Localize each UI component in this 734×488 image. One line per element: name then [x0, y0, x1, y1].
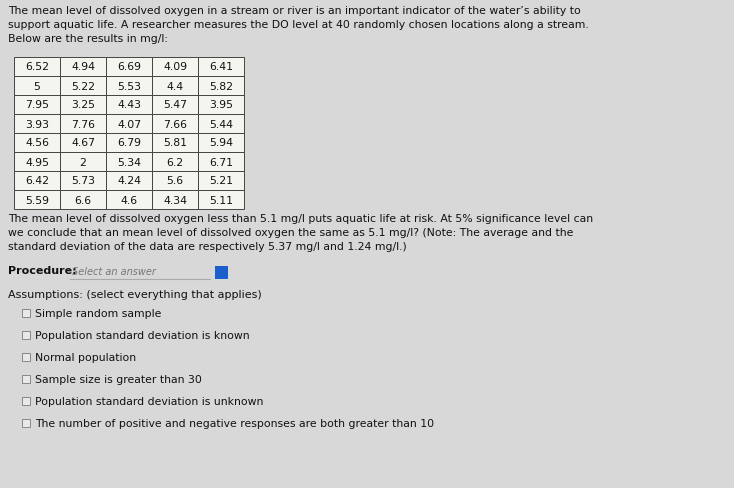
Bar — [22, 353, 30, 361]
Text: 7.76: 7.76 — [71, 119, 95, 129]
Text: 4.24: 4.24 — [117, 176, 141, 186]
Text: 4.95: 4.95 — [25, 157, 49, 167]
Bar — [152, 134, 198, 153]
Bar — [198, 172, 244, 191]
Text: 4.67: 4.67 — [71, 138, 95, 148]
Bar — [152, 96, 198, 115]
Bar — [106, 191, 152, 209]
Bar — [152, 58, 198, 77]
Bar — [198, 77, 244, 96]
Text: 5.81: 5.81 — [163, 138, 187, 148]
Text: 5.44: 5.44 — [209, 119, 233, 129]
Text: Sample size is greater than 30: Sample size is greater than 30 — [35, 374, 202, 384]
Text: 4.34: 4.34 — [163, 195, 187, 205]
Bar — [152, 191, 198, 209]
Bar — [22, 397, 30, 405]
Text: 4.6: 4.6 — [120, 195, 137, 205]
Text: 5.53: 5.53 — [117, 81, 141, 91]
Text: 5.73: 5.73 — [71, 176, 95, 186]
Text: 5.47: 5.47 — [163, 101, 187, 110]
Text: 4.07: 4.07 — [117, 119, 141, 129]
Text: 5.82: 5.82 — [209, 81, 233, 91]
Text: 5.21: 5.21 — [209, 176, 233, 186]
Text: The number of positive and negative responses are both greater than 10: The number of positive and negative resp… — [35, 418, 434, 428]
Bar — [60, 115, 106, 134]
Bar — [198, 191, 244, 209]
Bar — [106, 153, 152, 172]
Text: 4.43: 4.43 — [117, 101, 141, 110]
Text: 3.95: 3.95 — [209, 101, 233, 110]
Text: Assumptions: (select everything that applies): Assumptions: (select everything that app… — [8, 289, 262, 299]
Text: 5: 5 — [34, 81, 40, 91]
Bar — [60, 77, 106, 96]
Text: 5.22: 5.22 — [71, 81, 95, 91]
Text: Procedure:: Procedure: — [8, 265, 76, 275]
Text: 5.34: 5.34 — [117, 157, 141, 167]
Bar — [198, 134, 244, 153]
Bar — [14, 191, 60, 209]
Bar — [22, 309, 30, 317]
Text: The mean level of dissolved oxygen less than 5.1 mg/l puts aquatic life at risk.: The mean level of dissolved oxygen less … — [8, 214, 593, 251]
Bar — [14, 134, 60, 153]
Text: 3.25: 3.25 — [71, 101, 95, 110]
Bar — [106, 115, 152, 134]
Text: The mean level of dissolved oxygen in a stream or river is an important indicato: The mean level of dissolved oxygen in a … — [8, 6, 589, 44]
Text: 6.71: 6.71 — [209, 157, 233, 167]
Bar — [198, 115, 244, 134]
Bar — [106, 134, 152, 153]
Text: Population standard deviation is unknown: Population standard deviation is unknown — [35, 396, 264, 406]
Bar — [14, 96, 60, 115]
Bar — [152, 115, 198, 134]
Text: 5.59: 5.59 — [25, 195, 49, 205]
Bar — [106, 172, 152, 191]
Bar — [22, 331, 30, 339]
Text: 6.79: 6.79 — [117, 138, 141, 148]
Text: Normal population: Normal population — [35, 352, 136, 362]
Bar — [14, 172, 60, 191]
Bar — [198, 96, 244, 115]
Text: 4.09: 4.09 — [163, 62, 187, 72]
Bar — [60, 172, 106, 191]
Text: Select an answer: Select an answer — [72, 266, 156, 276]
Text: 4.4: 4.4 — [167, 81, 184, 91]
Text: 6.6: 6.6 — [74, 195, 92, 205]
Bar — [22, 419, 30, 427]
Bar — [60, 134, 106, 153]
Text: 7.66: 7.66 — [163, 119, 187, 129]
Bar — [14, 77, 60, 96]
Text: 6.69: 6.69 — [117, 62, 141, 72]
Bar — [215, 266, 228, 280]
Bar — [60, 153, 106, 172]
Text: 5.94: 5.94 — [209, 138, 233, 148]
Text: 6.42: 6.42 — [25, 176, 49, 186]
Text: 2: 2 — [79, 157, 87, 167]
Bar — [60, 191, 106, 209]
Bar — [198, 153, 244, 172]
Text: 6.52: 6.52 — [25, 62, 49, 72]
Bar — [106, 96, 152, 115]
Bar — [152, 77, 198, 96]
Text: 5.11: 5.11 — [209, 195, 233, 205]
Text: Simple random sample: Simple random sample — [35, 308, 161, 318]
Bar — [22, 375, 30, 383]
Bar — [14, 58, 60, 77]
Text: 6.2: 6.2 — [167, 157, 184, 167]
Text: 4.94: 4.94 — [71, 62, 95, 72]
Text: 7.95: 7.95 — [25, 101, 49, 110]
Bar — [152, 172, 198, 191]
Text: 5.6: 5.6 — [167, 176, 184, 186]
Bar — [152, 153, 198, 172]
Bar — [106, 77, 152, 96]
Bar — [14, 153, 60, 172]
Bar — [60, 58, 106, 77]
Text: 3.93: 3.93 — [25, 119, 49, 129]
Text: 4.56: 4.56 — [25, 138, 49, 148]
Bar — [106, 58, 152, 77]
Bar — [60, 96, 106, 115]
Bar — [14, 115, 60, 134]
Text: 6.41: 6.41 — [209, 62, 233, 72]
Bar — [198, 58, 244, 77]
Text: Population standard deviation is known: Population standard deviation is known — [35, 330, 250, 340]
